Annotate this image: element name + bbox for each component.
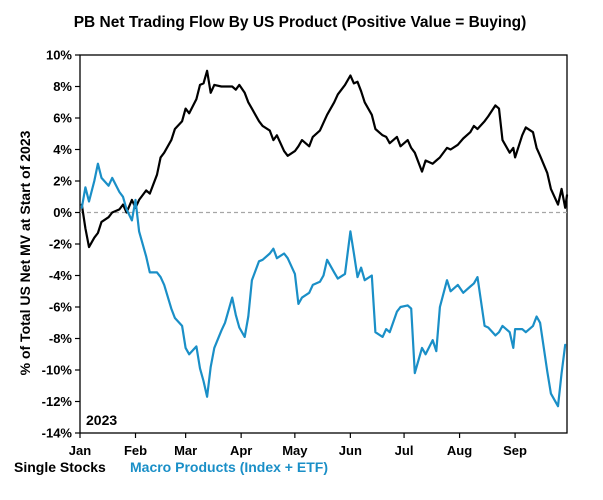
series-line-macro-products xyxy=(80,162,567,408)
y-tick-label: -4% xyxy=(49,268,73,283)
y-tick-label: -6% xyxy=(49,300,73,315)
y-tick-label: -10% xyxy=(42,363,73,378)
y-tick-label: 0% xyxy=(53,205,72,220)
x-axis-ticks: Jan Feb Mar Apr May Jun Jul Aug Sep xyxy=(69,433,527,458)
legend-macro-products: Macro Products (Index + ETF) xyxy=(130,459,328,475)
x-tick-label: Aug xyxy=(447,443,472,458)
x-tick-label: Apr xyxy=(230,443,252,458)
y-tick-label: -14% xyxy=(42,426,73,441)
legend-single-stocks: Single Stocks xyxy=(14,459,106,475)
y-tick-label: 8% xyxy=(53,79,72,94)
y-tick-label: 6% xyxy=(53,111,72,126)
x-tick-label: Mar xyxy=(174,443,197,458)
series-lines xyxy=(80,69,569,408)
plot-area-frame xyxy=(79,54,568,434)
x-tick-label: Jun xyxy=(339,443,362,458)
y-tick-label: -2% xyxy=(49,237,73,252)
series-line-single-stocks xyxy=(80,69,569,249)
x-tick-label: Feb xyxy=(124,443,147,458)
y-tick-label: -12% xyxy=(42,394,73,409)
y-tick-label: 4% xyxy=(53,142,72,157)
y-tick-label: 2% xyxy=(53,174,72,189)
x-tick-label: Jan xyxy=(69,443,91,458)
y-axis-label: % of Total US Net MV at Start of 2023 xyxy=(17,130,33,375)
chart-title: PB Net Trading Flow By US Product (Posit… xyxy=(74,14,527,31)
y-axis-ticks: 10% 8% 6% 4% 2% 0% -2% -4% -6% -8% -10% -12% -14% xyxy=(42,48,80,441)
y-tick-label: -8% xyxy=(49,331,73,346)
y-tick-label: 10% xyxy=(46,48,72,63)
x-tick-label: May xyxy=(282,443,308,458)
x-tick-label: Sep xyxy=(503,443,527,458)
x-tick-label: Jul xyxy=(395,443,414,458)
year-annotation: 2023 xyxy=(86,412,117,428)
